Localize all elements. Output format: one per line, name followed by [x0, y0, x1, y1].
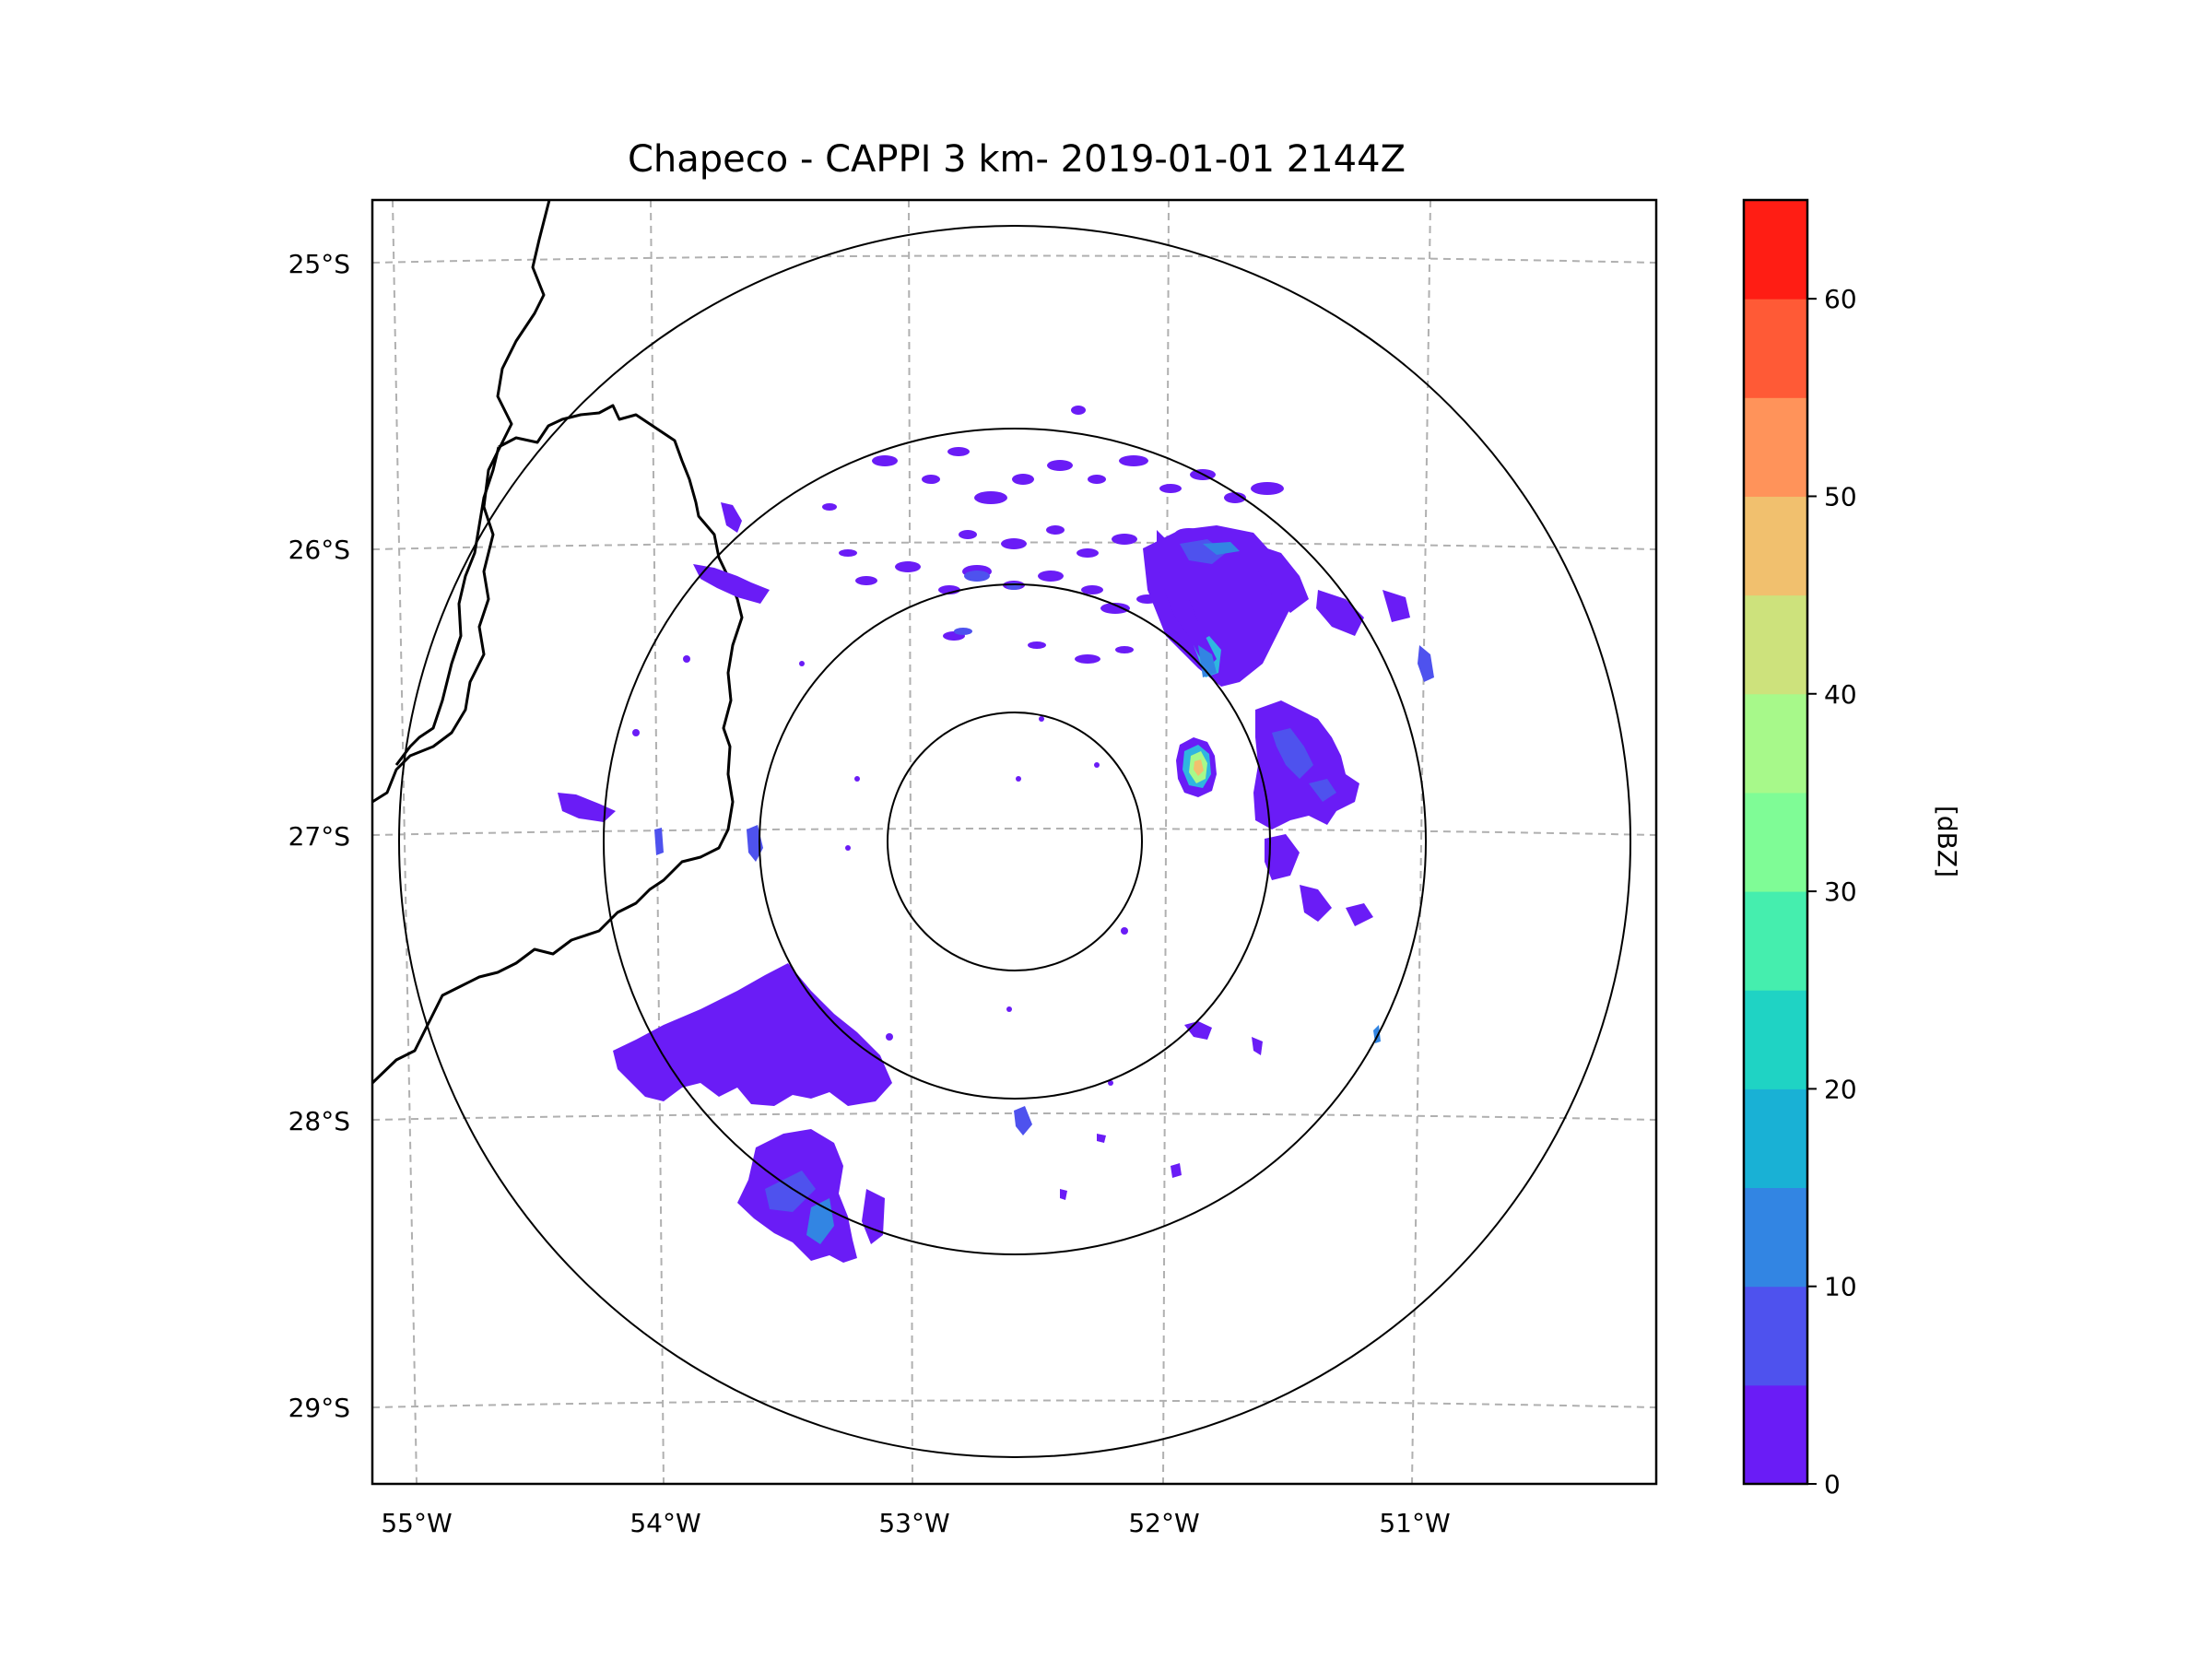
echo-ne-edge — [1418, 645, 1434, 682]
echo-west-cell2 — [558, 793, 616, 822]
colorbar-tick-label: 30 — [1824, 877, 1857, 907]
colorbar-tick-label: 10 — [1824, 1272, 1857, 1302]
lat-label: 27°S — [288, 821, 350, 852]
borders — [372, 200, 744, 1085]
lat-labels: 25°S 26°S 27°S 28°S 29°S — [288, 249, 350, 1423]
lat-label: 25°S — [288, 249, 350, 279]
figure-title: Chapeco - CAPPI 3 km- 2019-01-01 2144Z — [628, 138, 1406, 181]
colorbar-segment — [1744, 792, 1807, 892]
echo-sw-band — [765, 1171, 816, 1212]
colorbar-segment — [1744, 594, 1807, 695]
colorbar-segment — [1744, 1384, 1807, 1485]
lat-label: 29°S — [288, 1393, 350, 1423]
range-ring-3 — [603, 428, 1427, 1255]
echo-east-tail — [1265, 834, 1300, 880]
colorbar-ticks: 0 10 20 30 40 50 60 — [1807, 284, 1857, 1500]
argentina-brazil-border — [372, 404, 744, 1085]
lon-label: 55°W — [381, 1508, 452, 1538]
colorbar-segment — [1744, 1088, 1807, 1189]
colorbar-label: [dBZ] — [1932, 806, 1962, 877]
echo-ne-cluster2 — [1253, 544, 1309, 613]
map-panel — [371, 198, 1658, 1486]
echo-south-4 — [1171, 1163, 1182, 1178]
colorbar-tick-label: 60 — [1824, 284, 1857, 314]
echo-east-area-light — [1272, 728, 1313, 779]
echo-east-area-light2 — [1309, 779, 1336, 802]
echo-ne-line — [1157, 530, 1217, 668]
echo-ne-cluster-mod2 — [1203, 542, 1240, 555]
colorbar-segment — [1744, 693, 1807, 794]
colorbar-segment — [1744, 990, 1807, 1089]
colorbar-segment — [1744, 200, 1807, 300]
echo-south-7 — [1060, 1189, 1067, 1200]
paraguay-brazil-border — [394, 446, 500, 766]
echo-east-bits — [1346, 903, 1373, 926]
range-ring-2 — [759, 583, 1271, 1100]
echo-ne-line-mod — [1198, 645, 1217, 677]
echo-south-3 — [1252, 1037, 1263, 1055]
colorbar-segment — [1744, 299, 1807, 398]
colorbar-segment — [1744, 1286, 1807, 1386]
colorbar-segment — [1744, 496, 1807, 596]
echo-east-tail2 — [1300, 885, 1332, 922]
colorbar-frame — [1742, 198, 1809, 1486]
echo-misc — [632, 655, 1128, 1086]
echo-south-1 — [1014, 1106, 1032, 1135]
lon-label: 54°W — [629, 1508, 700, 1538]
lon-labels: 55°W 54°W 53°W 52°W 51°W — [381, 1508, 1450, 1538]
lon-label: 53°W — [878, 1508, 949, 1538]
colorbar: 0 10 20 30 40 50 60 [dBZ] — [1742, 198, 1962, 1500]
range-ring-4 — [398, 225, 1631, 1458]
echo-ne-far2 — [1382, 590, 1410, 622]
echo-nw-cell — [721, 502, 742, 533]
echo-west-cell3 — [654, 828, 664, 855]
echo-south-5 — [1097, 1134, 1106, 1143]
map-frame — [371, 198, 1658, 1486]
colorbar-tick-label: 40 — [1824, 679, 1857, 710]
echo-south-2 — [1184, 1021, 1212, 1040]
colorbar-segments — [1744, 200, 1807, 1485]
colorbar-segment — [1744, 891, 1807, 991]
colorbar-segment — [1744, 1187, 1807, 1288]
lon-label: 52°W — [1128, 1508, 1199, 1538]
echo-ne-far — [1316, 590, 1364, 636]
range-rings — [398, 225, 1631, 1458]
lon-label: 51°W — [1379, 1508, 1450, 1538]
colorbar-tick-label: 0 — [1824, 1469, 1841, 1500]
range-ring-1 — [887, 712, 1143, 971]
echo-sw-sector — [613, 963, 892, 1106]
map-background — [372, 200, 1656, 1484]
echo-nw-cell2 — [693, 564, 770, 604]
colorbar-tick-label: 50 — [1824, 481, 1857, 512]
lat-label: 26°S — [288, 535, 350, 565]
echo-storm-core — [1194, 759, 1204, 776]
colorbar-tick-label: 20 — [1824, 1074, 1857, 1104]
colorbar-segment — [1744, 397, 1807, 497]
paraguay-argentina-border — [372, 200, 551, 804]
lat-label: 28°S — [288, 1106, 350, 1136]
